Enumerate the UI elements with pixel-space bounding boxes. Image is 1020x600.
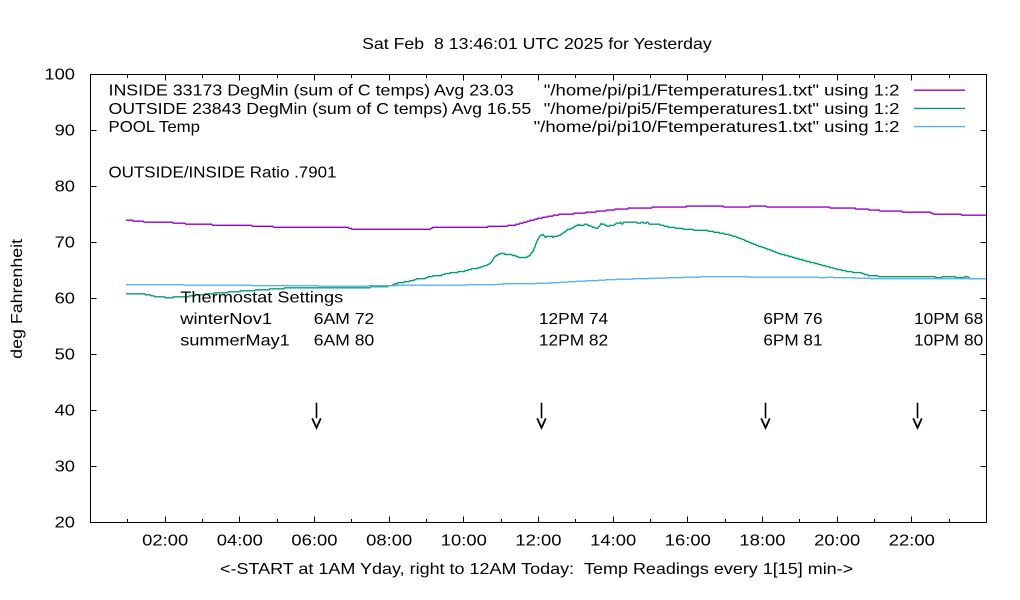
svg-text:16:00: 16:00 — [665, 533, 711, 550]
svg-text:6AM 80: 6AM 80 — [314, 332, 375, 349]
svg-text:POOL Temp: POOL Temp — [109, 119, 201, 136]
svg-text:18:00: 18:00 — [739, 533, 785, 550]
svg-text:<-START at 1AM Yday, right to: <-START at 1AM Yday, right to 12AM Today… — [220, 561, 853, 578]
svg-text:100: 100 — [44, 66, 75, 83]
svg-text:80: 80 — [55, 178, 76, 195]
svg-text:winterNov1: winterNov1 — [179, 311, 272, 328]
svg-text:70: 70 — [55, 234, 76, 251]
svg-text:6PM 76: 6PM 76 — [763, 311, 822, 328]
svg-text:50: 50 — [55, 346, 76, 363]
svg-text:30: 30 — [55, 458, 76, 475]
svg-text:02:00: 02:00 — [142, 533, 188, 550]
svg-text:"/home/pi/pi10/Ftemperatures1.: "/home/pi/pi10/Ftemperatures1.txt" using… — [534, 119, 900, 136]
svg-text:OUTSIDE 23843 DegMin (sum of C: OUTSIDE 23843 DegMin (sum of C temps) Av… — [109, 101, 532, 118]
svg-text:60: 60 — [55, 290, 76, 307]
svg-text:"/home/pi/pi1/Ftemperatures1.t: "/home/pi/pi1/Ftemperatures1.txt" using … — [544, 83, 900, 100]
svg-text:10PM 80: 10PM 80 — [914, 332, 983, 349]
svg-text:20:00: 20:00 — [814, 533, 860, 550]
svg-text:04:00: 04:00 — [217, 533, 263, 550]
svg-text:14:00: 14:00 — [590, 533, 636, 550]
svg-text:06:00: 06:00 — [291, 533, 337, 550]
svg-text:20: 20 — [55, 514, 76, 531]
svg-text:"/home/pi/pi5/Ftemperatures1.t: "/home/pi/pi5/Ftemperatures1.txt" using … — [544, 101, 900, 118]
svg-text:6AM 72: 6AM 72 — [314, 311, 375, 328]
svg-text:6PM 81: 6PM 81 — [763, 332, 822, 349]
svg-text:90: 90 — [55, 122, 76, 139]
svg-text:deg Fahrenheit: deg Fahrenheit — [9, 238, 26, 359]
svg-text:08:00: 08:00 — [366, 533, 412, 550]
svg-text:Thermostat Settings: Thermostat Settings — [180, 290, 343, 307]
svg-text:INSIDE 33173 DegMin (sum of C: INSIDE 33173 DegMin (sum of C temps) Avg… — [109, 83, 514, 100]
svg-text:summerMay1: summerMay1 — [180, 332, 290, 349]
svg-text:22:00: 22:00 — [889, 533, 935, 550]
svg-text:40: 40 — [55, 402, 76, 419]
svg-text:OUTSIDE/INSIDE Ratio .7901: OUTSIDE/INSIDE Ratio .7901 — [109, 164, 337, 181]
svg-text:12PM 74: 12PM 74 — [539, 311, 608, 328]
svg-text:10:00: 10:00 — [441, 533, 487, 550]
svg-text:Sat Feb 8 13:46:01 UTC 2025 f: Sat Feb 8 13:46:01 UTC 2025 for Yesterda… — [362, 36, 712, 53]
svg-text:12PM 82: 12PM 82 — [539, 332, 608, 349]
svg-text:10PM 68: 10PM 68 — [914, 311, 983, 328]
svg-text:12:00: 12:00 — [515, 533, 561, 550]
